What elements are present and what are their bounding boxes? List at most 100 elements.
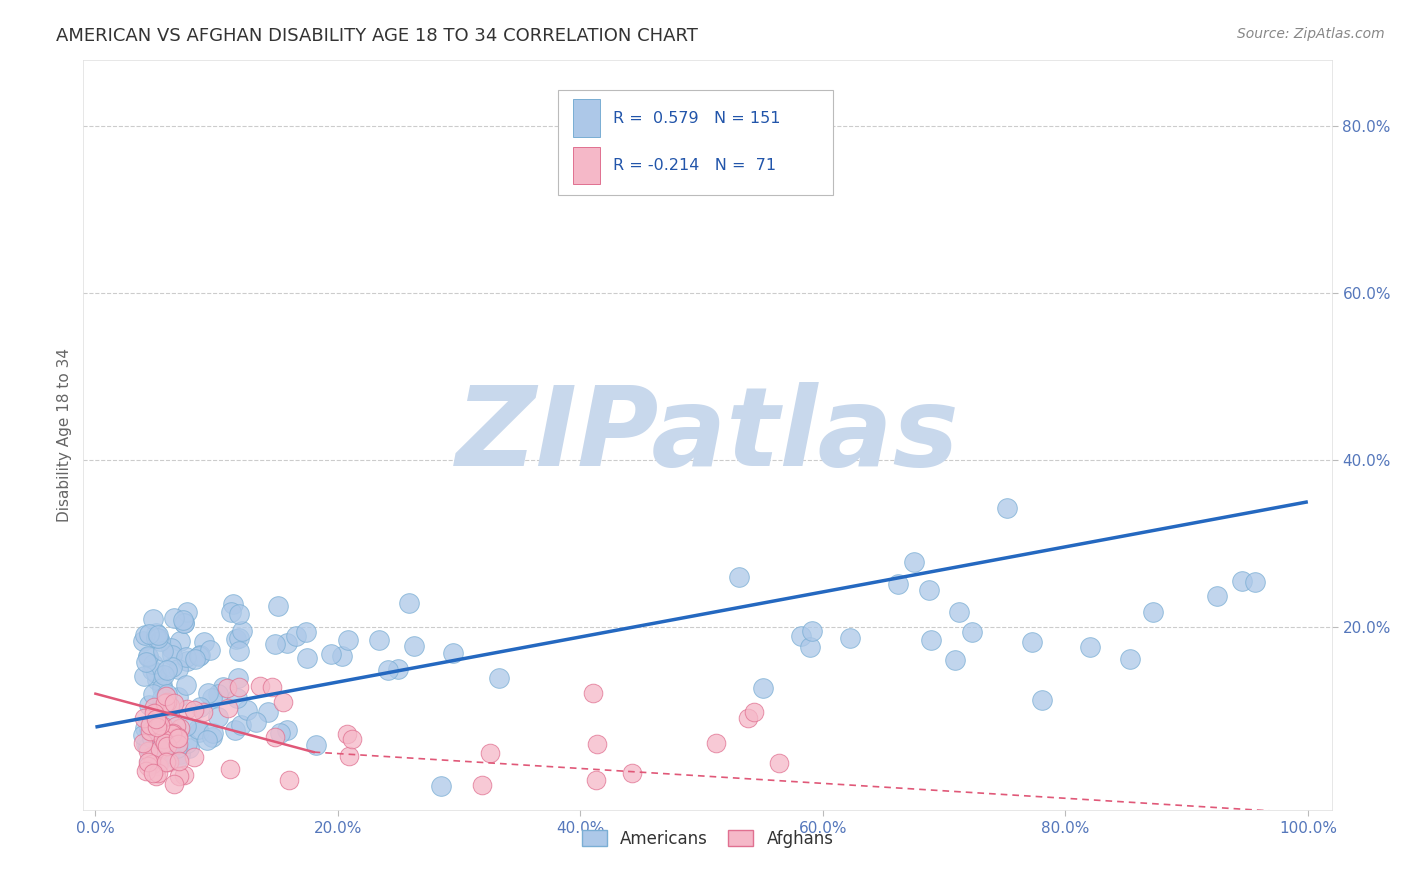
Point — [91, 765, 114, 780]
Point — [887, 516, 910, 530]
Point — [122, 700, 145, 714]
Point — [221, 633, 243, 648]
Point — [742, 651, 765, 665]
Point — [145, 597, 167, 611]
Point — [167, 705, 190, 719]
Point — [1046, 473, 1069, 487]
Point — [683, 692, 706, 706]
Point — [89, 718, 111, 732]
Point — [1256, 449, 1278, 463]
Point — [108, 662, 131, 676]
Point — [91, 706, 114, 720]
Point — [716, 640, 738, 655]
Point — [86, 737, 108, 751]
Point — [387, 737, 409, 751]
Point — [98, 667, 121, 681]
Legend: Americans, Afghans: Americans, Afghans — [575, 823, 841, 855]
Point — [322, 671, 344, 685]
Point — [94, 759, 117, 773]
Point — [1282, 516, 1305, 531]
Point — [134, 687, 156, 701]
Point — [104, 777, 127, 791]
Point — [94, 714, 117, 729]
Point — [170, 681, 193, 695]
Point — [96, 742, 118, 756]
Point — [86, 764, 108, 778]
Point — [84, 728, 107, 742]
Point — [93, 631, 115, 645]
Point — [87, 650, 110, 665]
Point — [93, 769, 115, 783]
Point — [134, 709, 156, 723]
Point — [84, 736, 107, 750]
Point — [93, 747, 115, 762]
Point — [114, 702, 136, 716]
Point — [86, 655, 108, 669]
Point — [1171, 556, 1194, 570]
Point — [98, 689, 121, 703]
Point — [104, 725, 127, 739]
Point — [1123, 542, 1146, 557]
Point — [89, 724, 111, 739]
Point — [221, 748, 243, 763]
Bar — [572, 99, 600, 137]
Point — [93, 626, 115, 640]
Point — [87, 759, 110, 773]
Point — [758, 606, 780, 620]
Point — [86, 628, 108, 642]
Point — [107, 741, 129, 756]
Point — [107, 730, 129, 744]
Point — [84, 633, 107, 648]
Point — [127, 732, 149, 747]
Point — [149, 717, 172, 731]
Point — [124, 705, 146, 719]
Point — [609, 632, 631, 647]
Point — [108, 721, 131, 735]
Point — [97, 681, 120, 695]
Point — [254, 662, 277, 676]
Point — [97, 678, 120, 692]
Point — [129, 690, 152, 705]
Point — [108, 768, 131, 782]
Point — [108, 747, 131, 761]
Point — [84, 711, 107, 725]
Point — [91, 657, 114, 671]
Point — [508, 756, 530, 770]
Point — [131, 731, 153, 745]
Point — [160, 714, 183, 729]
Point — [91, 700, 114, 714]
Point — [555, 631, 578, 645]
Point — [98, 696, 121, 710]
Text: ZIPatlas: ZIPatlas — [456, 382, 959, 489]
Point — [105, 719, 128, 733]
Point — [387, 773, 409, 788]
Point — [94, 758, 117, 772]
Point — [145, 723, 167, 737]
Point — [87, 698, 110, 712]
Point — [112, 650, 135, 665]
Point — [148, 643, 170, 657]
Point — [817, 574, 839, 589]
Point — [98, 732, 121, 747]
Point — [609, 583, 631, 598]
Point — [384, 686, 406, 700]
Point — [127, 686, 149, 700]
Point — [148, 691, 170, 706]
Point — [411, 765, 433, 780]
Point — [148, 607, 170, 622]
Point — [530, 624, 553, 639]
Point — [626, 653, 648, 667]
Point — [111, 768, 134, 782]
Point — [94, 766, 117, 780]
Point — [90, 663, 112, 677]
Point — [108, 633, 131, 648]
Point — [1143, 542, 1166, 557]
Point — [121, 648, 143, 663]
Point — [488, 711, 510, 725]
Point — [150, 624, 173, 639]
Point — [138, 681, 160, 695]
Point — [176, 726, 198, 740]
Point — [97, 694, 120, 708]
Point — [103, 698, 125, 713]
Point — [94, 631, 117, 645]
